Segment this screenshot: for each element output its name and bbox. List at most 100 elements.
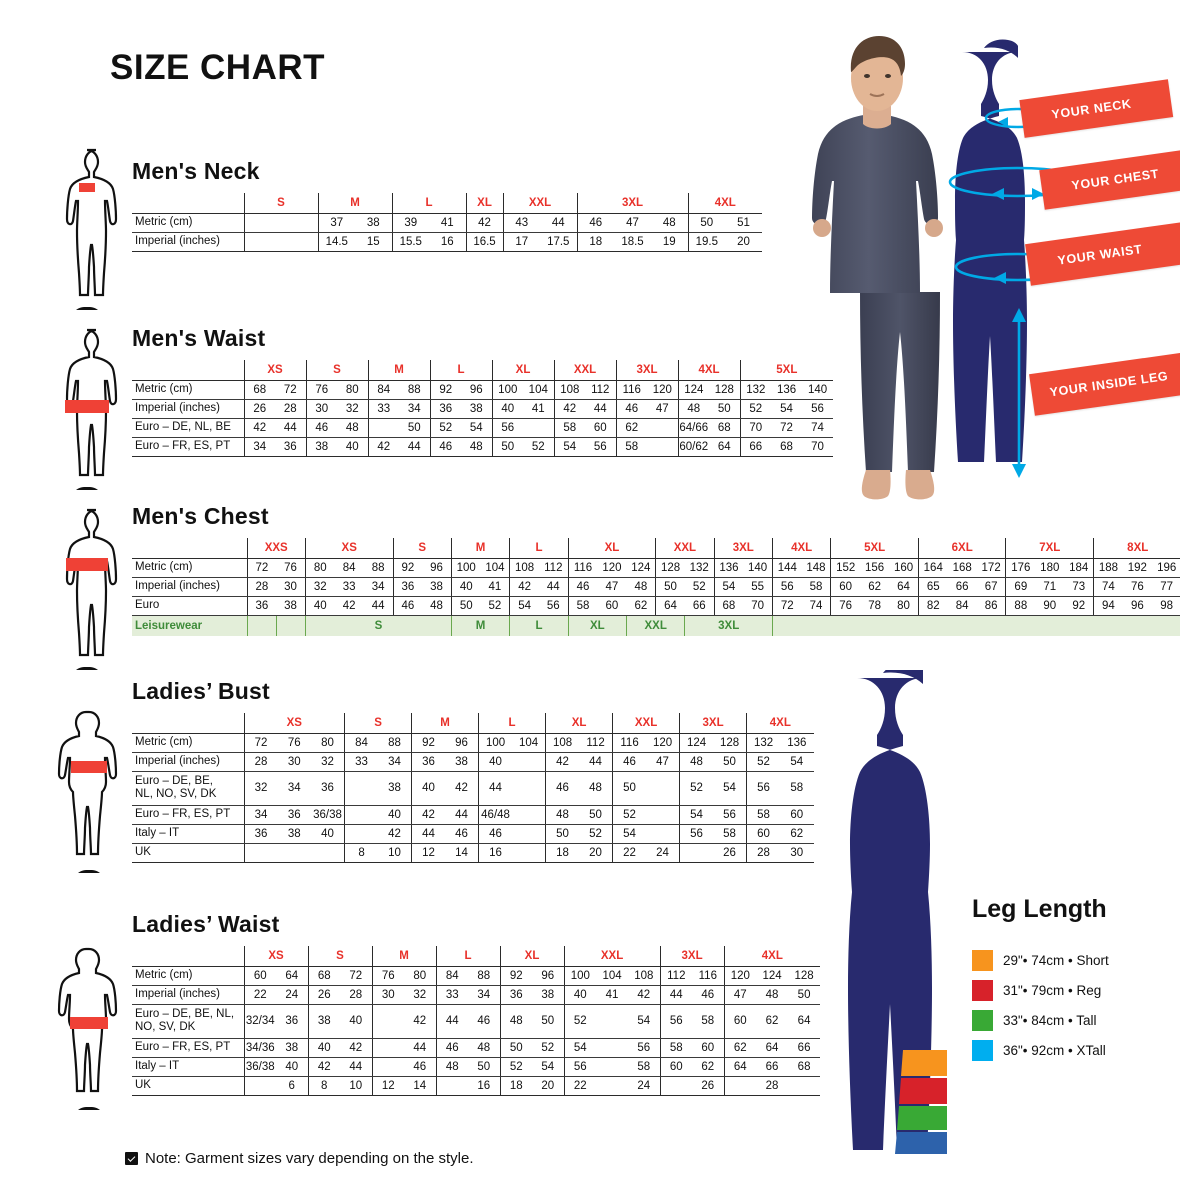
table-row: Metric (cm) 68 72 76 80 84 88 92 96 100 104 108 112 1…: [132, 380, 834, 400]
table-cell: 196: [1151, 558, 1180, 578]
table-cell: 34: [378, 752, 412, 772]
row-label: UK: [132, 1076, 244, 1096]
table-cell: 41: [429, 213, 467, 233]
table-cell: 66: [947, 577, 977, 597]
table-cell: 56: [628, 1038, 661, 1058]
table-cell: 26: [243, 399, 275, 419]
table-cell: 88: [1005, 596, 1036, 616]
leg-length-swatch-short: [972, 950, 993, 971]
table-cell: 48: [677, 399, 710, 419]
table-cell: 168: [947, 558, 977, 578]
table-cell: 8: [344, 843, 379, 863]
size-header-spacer: [132, 193, 244, 214]
table-cell: 42: [411, 805, 446, 825]
table-cell: 108: [553, 380, 586, 400]
table-cell: 60: [585, 418, 617, 438]
row-label: Imperial (inches): [132, 232, 244, 252]
table-cell: 56: [679, 824, 714, 844]
table-cell: 38: [305, 437, 337, 457]
table-cell: 64: [655, 596, 685, 616]
row-label: Italy – IT: [132, 824, 244, 844]
table-cell: 48: [626, 577, 656, 597]
neck-arrow-head: [998, 117, 1008, 127]
size-label-xxl: XXL: [502, 193, 578, 214]
model-photo: [812, 36, 943, 500]
table-cell: [281, 213, 319, 233]
table-cell: 26: [307, 985, 340, 1005]
table-cell: 120: [646, 733, 680, 753]
table-cell: 132: [746, 733, 781, 753]
table-row: Metric (cm) 72 76 80 84 88 92 96 100 104 108 112 116…: [132, 733, 814, 753]
leg-length-label: 29"• 74cm • Short: [1003, 953, 1109, 968]
table-cell: 76: [276, 558, 306, 578]
table-cell: 42: [545, 752, 580, 772]
size-table: XXS XS S M L XL XXL 3XL 4XL 5XL 6XL 7XL 8XL Metric (c…: [132, 538, 1180, 636]
size-label-xxl: XXL: [553, 360, 617, 381]
row-label: Imperial (inches): [132, 399, 244, 419]
table-cell: 24: [276, 985, 308, 1005]
table-cell: 46/48: [478, 805, 513, 825]
table-cell: 58: [801, 577, 831, 597]
table-cell: 38: [422, 577, 452, 597]
size-header-row: XS S M L XL XXL 3XL 4XL 5XL: [132, 360, 834, 381]
size-header-spacer: [132, 538, 248, 559]
table-cell: 76: [371, 966, 405, 986]
table-cell: 54: [563, 1038, 597, 1058]
table-cell: 58: [659, 1038, 693, 1058]
table-cell: 136: [780, 733, 814, 753]
table-cell: 78: [860, 596, 890, 616]
size-label-xl: XL: [545, 713, 613, 734]
table-cell: 58: [628, 1057, 661, 1077]
table-cell: 56: [585, 437, 617, 457]
leisurewear-cell: XXL: [626, 615, 685, 636]
table-cell: 56: [538, 596, 569, 616]
table-cell: 30: [276, 577, 306, 597]
size-label-m: M: [317, 193, 393, 214]
table-cell: [512, 805, 546, 825]
table-row: Euro 36 38 40 42 44 46 48 50 52 54 56 58 60 62 64 66 68 70…: [132, 596, 1180, 616]
table-cell: 56: [659, 1004, 693, 1039]
table-cell: 120: [597, 558, 627, 578]
row-label: Metric (cm): [132, 733, 244, 753]
table-cell: 44: [363, 596, 393, 616]
table-cell: 77: [1151, 577, 1180, 597]
table-cell: 48: [468, 1038, 501, 1058]
section-ladies-bust: Ladies’ Bust XS S M L XL XXL 3XL 4XL Metric (cm)…: [132, 678, 814, 863]
size-header-row: XS S M L XL XXL 3XL 4XL: [132, 713, 814, 734]
table-cell: 40: [411, 771, 446, 806]
table-cell: 172: [976, 558, 1006, 578]
size-label-l: L: [509, 538, 569, 559]
table-cell: 92: [429, 380, 462, 400]
size-label-3xl: 3XL: [679, 713, 747, 734]
table-cell: 84: [947, 596, 977, 616]
table-cell: 72: [246, 558, 277, 578]
table-cell: 64: [723, 1057, 757, 1077]
leg-length-item-reg: 31"• 79cm • Reg: [972, 980, 1180, 1001]
table-cell: 44: [538, 577, 569, 597]
table-cell: 22: [563, 1076, 597, 1096]
table-cell: 42: [307, 1057, 340, 1077]
leg-length-label: 31"• 79cm • Reg: [1003, 983, 1102, 998]
table-cell: 32: [404, 985, 437, 1005]
table-cell: [596, 1076, 629, 1096]
leisurewear-cell: [771, 615, 1180, 636]
banner-label: YOUR WAIST: [1056, 242, 1144, 268]
row-label: Euro – FR, ES, PT: [132, 1038, 244, 1058]
table-cell: 80: [889, 596, 919, 616]
table-cell: 50: [532, 1004, 565, 1039]
table-cell: [646, 805, 680, 825]
size-label-m: M: [450, 538, 510, 559]
table-cell: 52: [429, 418, 462, 438]
size-label-4xl: 4XL: [687, 193, 763, 214]
table-cell: 56: [771, 577, 802, 597]
inside-leg-arrow-up: [1012, 308, 1026, 322]
table-cell: 104: [512, 733, 546, 753]
table-cell: 36: [243, 824, 278, 844]
table-cell: 54: [461, 418, 493, 438]
size-label-m: M: [367, 360, 431, 381]
table-cell: 44: [579, 752, 613, 772]
table-cell: 104: [480, 558, 510, 578]
leg-length-item-short: 29"• 74cm • Short: [972, 950, 1180, 971]
table-row: UK 6 8 10 12 14 16 18 20 22 24 26 28: [132, 1076, 821, 1096]
table-cell: 38: [276, 1038, 308, 1058]
